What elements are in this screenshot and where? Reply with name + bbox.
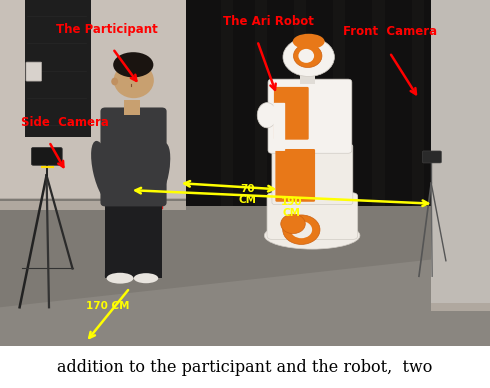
Ellipse shape: [283, 38, 335, 76]
Circle shape: [283, 215, 320, 244]
Text: 70
CM: 70 CM: [239, 184, 256, 205]
Bar: [24, 0, 91, 137]
Text: The Participant: The Participant: [56, 23, 158, 36]
Ellipse shape: [294, 44, 322, 68]
Bar: [300, 71, 315, 84]
Bar: [0, 0, 490, 346]
Ellipse shape: [298, 49, 314, 63]
FancyBboxPatch shape: [106, 197, 163, 210]
Text: 170 CM: 170 CM: [86, 301, 129, 311]
Bar: [105, 193, 162, 278]
Ellipse shape: [91, 141, 115, 202]
FancyBboxPatch shape: [267, 193, 358, 239]
Polygon shape: [0, 199, 490, 307]
FancyBboxPatch shape: [273, 103, 285, 151]
Text: 190
CM: 190 CM: [281, 197, 302, 218]
Bar: [220, 0, 233, 206]
Ellipse shape: [114, 62, 154, 98]
FancyBboxPatch shape: [275, 149, 315, 202]
FancyBboxPatch shape: [26, 62, 42, 81]
FancyBboxPatch shape: [100, 107, 167, 206]
Ellipse shape: [265, 222, 360, 249]
Text: The Ari Robot: The Ari Robot: [223, 15, 314, 28]
Ellipse shape: [107, 273, 133, 284]
Bar: [412, 0, 424, 206]
FancyBboxPatch shape: [422, 151, 441, 163]
Bar: [372, 0, 385, 206]
Circle shape: [281, 214, 305, 234]
Bar: [333, 0, 345, 206]
Bar: [137, 140, 145, 199]
Circle shape: [291, 221, 312, 238]
Bar: [0, 199, 490, 346]
FancyBboxPatch shape: [268, 79, 352, 153]
FancyBboxPatch shape: [31, 147, 62, 165]
Bar: [294, 0, 306, 206]
Bar: [431, 0, 490, 307]
FancyBboxPatch shape: [274, 87, 309, 140]
Bar: [0, 201, 186, 210]
Text: Side  Camera: Side Camera: [21, 116, 108, 129]
Ellipse shape: [113, 52, 153, 78]
Bar: [431, 303, 490, 311]
Ellipse shape: [257, 102, 277, 128]
Text: Front  Camera: Front Camera: [343, 25, 437, 38]
Bar: [0, 346, 490, 388]
Ellipse shape: [293, 34, 325, 49]
Ellipse shape: [134, 273, 158, 283]
Text: addition to the participant and the robot,  two: addition to the participant and the robo…: [57, 359, 433, 376]
Bar: [124, 100, 140, 115]
Ellipse shape: [149, 143, 171, 200]
Bar: [255, 0, 267, 206]
Bar: [0, 0, 206, 346]
FancyBboxPatch shape: [272, 144, 353, 204]
Bar: [186, 0, 456, 206]
Ellipse shape: [111, 78, 118, 85]
